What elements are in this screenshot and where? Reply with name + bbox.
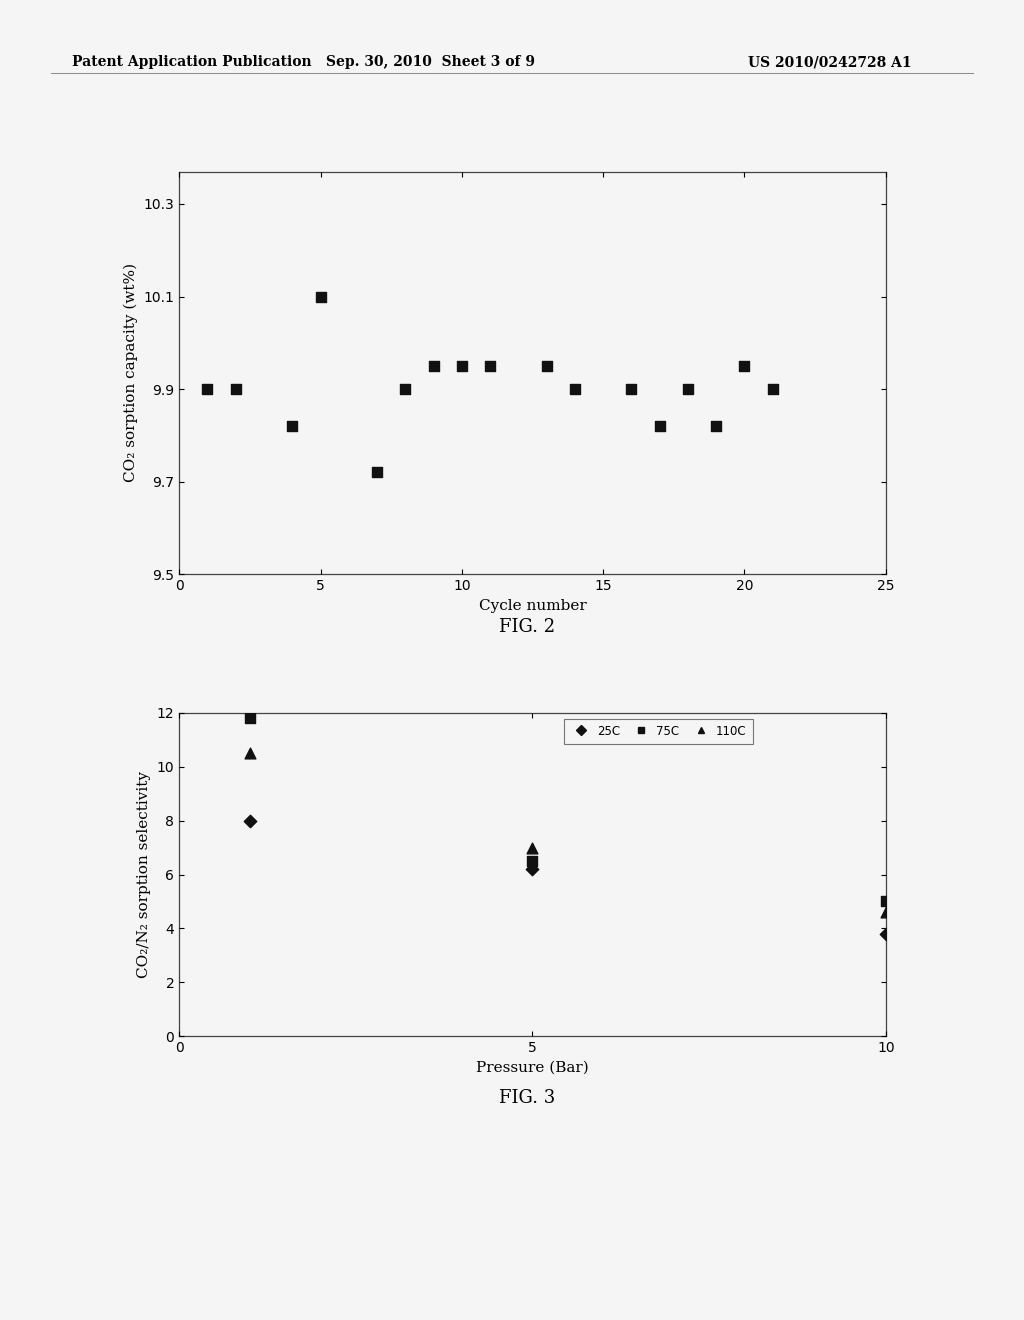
Point <box>680 379 696 400</box>
Point <box>284 416 300 437</box>
Point <box>312 286 329 308</box>
Point <box>227 379 244 400</box>
Legend: 25C, 75C, 110C: 25C, 75C, 110C <box>563 718 753 743</box>
Point <box>200 379 216 400</box>
Text: FIG. 3: FIG. 3 <box>500 1089 555 1107</box>
Point <box>524 837 541 858</box>
Text: US 2010/0242728 A1: US 2010/0242728 A1 <box>748 55 911 70</box>
Point <box>482 355 499 376</box>
Point <box>242 708 258 729</box>
Point <box>539 355 555 376</box>
Point <box>765 379 781 400</box>
X-axis label: Cycle number: Cycle number <box>478 598 587 612</box>
Y-axis label: CO₂/N₂ sorption selectivity: CO₂/N₂ sorption selectivity <box>137 771 152 978</box>
Point <box>651 416 668 437</box>
Point <box>566 379 583 400</box>
Point <box>524 858 541 879</box>
Point <box>524 850 541 871</box>
Point <box>878 891 894 912</box>
Y-axis label: CO₂ sorption capacity (wt%): CO₂ sorption capacity (wt%) <box>124 263 138 483</box>
Point <box>369 462 385 483</box>
Point <box>242 743 258 764</box>
Text: Sep. 30, 2010  Sheet 3 of 9: Sep. 30, 2010 Sheet 3 of 9 <box>326 55 535 70</box>
Point <box>736 355 753 376</box>
Point <box>878 923 894 944</box>
X-axis label: Pressure (Bar): Pressure (Bar) <box>476 1060 589 1074</box>
Point <box>624 379 640 400</box>
Text: Patent Application Publication: Patent Application Publication <box>72 55 311 70</box>
Point <box>397 379 414 400</box>
Point <box>242 810 258 832</box>
Point <box>425 355 441 376</box>
Text: FIG. 2: FIG. 2 <box>500 618 555 636</box>
Point <box>454 355 470 376</box>
Point <box>708 416 724 437</box>
Point <box>878 902 894 923</box>
